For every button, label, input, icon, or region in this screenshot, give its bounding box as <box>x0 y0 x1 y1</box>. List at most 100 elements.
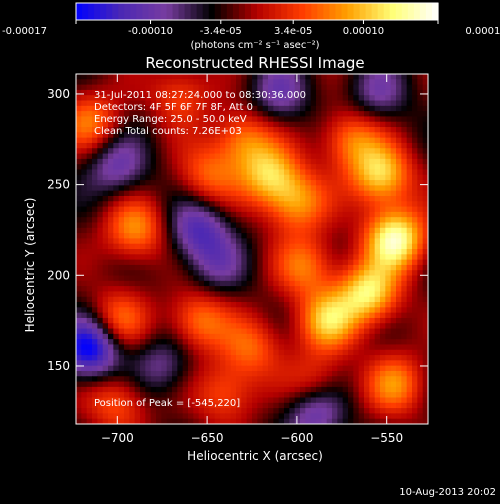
heatmap-cell <box>417 142 424 149</box>
heatmap-cell <box>358 254 365 261</box>
heatmap-cell <box>134 211 141 218</box>
heatmap-cell <box>369 116 376 123</box>
heatmap-cell <box>348 402 354 409</box>
heatmap-cell <box>273 418 280 425</box>
heatmap-cell <box>225 397 232 404</box>
heatmap-cell <box>257 238 264 245</box>
heatmap-cell <box>220 339 226 345</box>
heatmap-cell <box>177 302 184 308</box>
heatmap-cell <box>177 418 184 425</box>
heatmap-cell <box>337 195 344 202</box>
heatmap-cell <box>140 254 146 261</box>
heatmap-cell <box>390 174 397 181</box>
heatmap-cell <box>150 355 157 361</box>
heatmap-cell <box>342 317 349 324</box>
heatmap-cell <box>348 270 354 277</box>
heatmap-cell <box>305 259 312 266</box>
heatmap-cell <box>241 201 248 208</box>
heatmap-cell <box>150 408 157 414</box>
heatmap-cell <box>305 174 312 181</box>
heatmap-cell <box>305 84 312 91</box>
heatmap-cell <box>385 280 392 287</box>
heatmap-cell <box>198 312 205 319</box>
heatmap-cell <box>305 370 312 377</box>
heatmap-cell <box>81 243 88 250</box>
heatmap-cell <box>406 121 413 128</box>
heatmap-cell <box>289 413 296 420</box>
heatmap-cell <box>108 381 114 388</box>
heatmap-cell <box>289 195 296 202</box>
heatmap-cell <box>412 254 418 261</box>
heatmap-cell <box>246 174 253 181</box>
heatmap-cell <box>246 105 253 112</box>
heatmap-cell <box>204 79 210 86</box>
heatmap-cell <box>268 397 274 404</box>
heatmap-cell <box>204 397 210 404</box>
heatmap-cell <box>401 164 408 170</box>
heatmap-cell <box>417 296 424 303</box>
heatmap-cell <box>305 360 312 367</box>
heatmap-cell <box>172 100 178 107</box>
heatmap-cell <box>396 370 402 377</box>
heatmap-cell <box>156 249 162 255</box>
heatmap-cell <box>92 397 98 404</box>
heatmap-cell <box>113 275 120 282</box>
heatmap-cell <box>172 312 178 319</box>
heatmap-cell <box>246 286 253 292</box>
heatmap-cell <box>156 169 162 176</box>
heatmap-cell <box>161 376 168 383</box>
heatmap-cell <box>134 227 141 234</box>
heatmap-cell <box>188 344 194 351</box>
heatmap-cell <box>294 79 301 86</box>
heatmap-cell <box>390 349 397 356</box>
heatmap-cell <box>113 408 120 414</box>
heatmap-cell <box>369 317 376 324</box>
heatmap-cell <box>204 153 210 160</box>
heatmap-cell <box>374 259 381 266</box>
heatmap-cell <box>214 164 221 170</box>
heatmap-cell <box>294 402 301 409</box>
heatmap-cell <box>310 243 317 250</box>
heatmap-cell <box>401 402 408 409</box>
heatmap-cell <box>364 270 370 277</box>
heatmap-cell <box>337 174 344 181</box>
heatmap-cell <box>353 413 360 420</box>
heatmap-cell <box>246 217 253 223</box>
heatmap-cell <box>326 206 333 213</box>
heatmap-cell <box>342 195 349 202</box>
heatmap-cell <box>332 381 338 388</box>
heatmap-cell <box>241 190 248 197</box>
heatmap-cell <box>86 238 93 245</box>
heatmap-cell <box>97 121 104 128</box>
heatmap-cell <box>246 312 253 319</box>
heatmap-cell <box>422 164 429 170</box>
heatmap-cell <box>284 286 290 292</box>
heatmap-cell <box>380 217 386 223</box>
heatmap-cell <box>417 323 424 330</box>
heatmap-cell <box>305 233 312 239</box>
heatmap-cell <box>86 95 93 102</box>
heatmap-cell <box>102 413 109 420</box>
heatmap-cell <box>209 392 216 398</box>
heatmap-cell <box>193 339 200 345</box>
heatmap-cell <box>198 381 205 388</box>
heatmap-cell <box>140 174 146 181</box>
heatmap-cell <box>310 74 317 80</box>
heatmap-cell <box>348 95 354 102</box>
heatmap-cell <box>262 153 269 160</box>
heatmap-cell <box>220 312 226 319</box>
heatmap-cell <box>278 328 285 335</box>
heatmap-cell <box>412 323 418 330</box>
heatmap-cell <box>150 180 157 186</box>
heatmap-cell <box>76 238 82 245</box>
heatmap-cell <box>417 195 424 202</box>
heatmap-cell <box>369 95 376 102</box>
heatmap-cell <box>257 227 264 234</box>
heatmap-cell <box>348 180 354 186</box>
heatmap-cell <box>358 291 365 298</box>
heatmap-cell <box>230 376 237 383</box>
heatmap-cell <box>369 264 376 271</box>
heatmap-cell <box>140 153 146 160</box>
heatmap-cell <box>358 142 365 149</box>
annotation-line: 31-Jul-2011 08:27:24.000 to 08:30:36.000 <box>94 90 306 101</box>
